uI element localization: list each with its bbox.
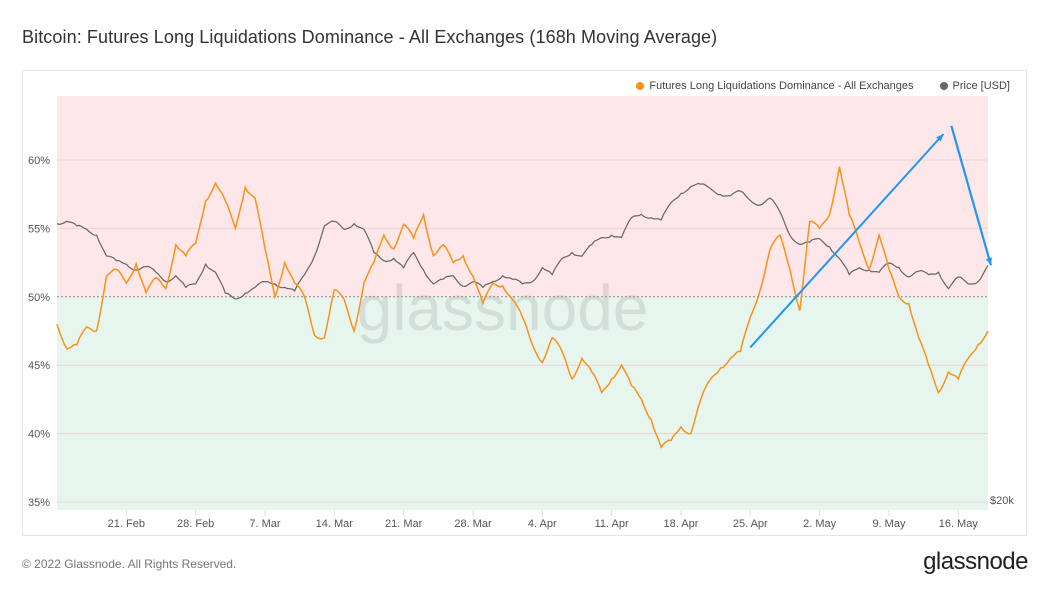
y-axis-right-tick: $20k xyxy=(990,495,1014,507)
legend-item-dominance[interactable]: Futures Long Liquidations Dominance - Al… xyxy=(636,80,914,92)
series-dominance-line[interactable] xyxy=(56,166,989,449)
chart-frame xyxy=(22,70,1027,536)
x-tick-label: 25. Apr xyxy=(733,518,768,530)
x-tick-label: 28. Mar xyxy=(454,518,492,530)
legend: Futures Long Liquidations Dominance - Al… xyxy=(636,80,1010,92)
x-tick-label: 9. May xyxy=(872,518,906,530)
y-tick-label: 45% xyxy=(28,360,50,372)
falling-arrow xyxy=(950,125,993,266)
annotation-arrows xyxy=(749,125,993,349)
copyright: © 2022 Glassnode. All Rights Reserved. xyxy=(22,557,237,571)
y-tick-label: 55% xyxy=(28,223,50,235)
legend-dot-orange-icon xyxy=(636,82,645,90)
x-tick-label: 28. Feb xyxy=(177,518,214,530)
x-tick-label: 16. May xyxy=(939,518,979,530)
x-tick-label: 4. Apr xyxy=(528,518,557,530)
rising-arrow xyxy=(749,133,945,349)
legend-label-dominance: Futures Long Liquidations Dominance - Al… xyxy=(649,80,914,92)
y-tick-label: 60% xyxy=(28,155,50,167)
legend-dot-gray-icon xyxy=(939,82,948,90)
legend-label-price: Price [USD] xyxy=(952,80,1010,92)
x-tick-label: 21. Mar xyxy=(385,518,423,530)
watermark: glassnode xyxy=(357,272,649,344)
x-tick-label: 2. May xyxy=(803,518,837,530)
chart-title: Bitcoin: Futures Long Liquidations Domin… xyxy=(22,27,718,47)
gridlines xyxy=(57,159,988,503)
x-tick-label: 14. Mar xyxy=(316,518,354,530)
y-axis-left: 35% 40% 45% 50% 55% 60% xyxy=(28,155,50,509)
x-tick-label: 11. Apr xyxy=(595,518,629,530)
x-tick-label: 18. Apr xyxy=(664,518,699,530)
y-tick-label: 35% xyxy=(28,497,50,509)
arrowhead-icon xyxy=(985,257,992,266)
zone-short-dominant xyxy=(57,296,988,510)
zone-long-dominant xyxy=(57,96,988,297)
x-axis: 21. Feb 28. Feb 7. Mar 14. Mar 21. Mar 28. Ma… xyxy=(108,510,979,530)
y-tick-label: 40% xyxy=(28,429,50,441)
glassnode-logo: glassnode xyxy=(923,548,1028,575)
legend-item-price[interactable]: Price [USD] xyxy=(939,80,1010,92)
x-tick-label: 7. Mar xyxy=(249,518,281,530)
y-tick-label: 50% xyxy=(28,292,50,304)
x-tick-label: 21. Feb xyxy=(108,518,145,530)
series-price-line[interactable] xyxy=(56,182,989,300)
arrowhead-icon xyxy=(936,134,944,142)
